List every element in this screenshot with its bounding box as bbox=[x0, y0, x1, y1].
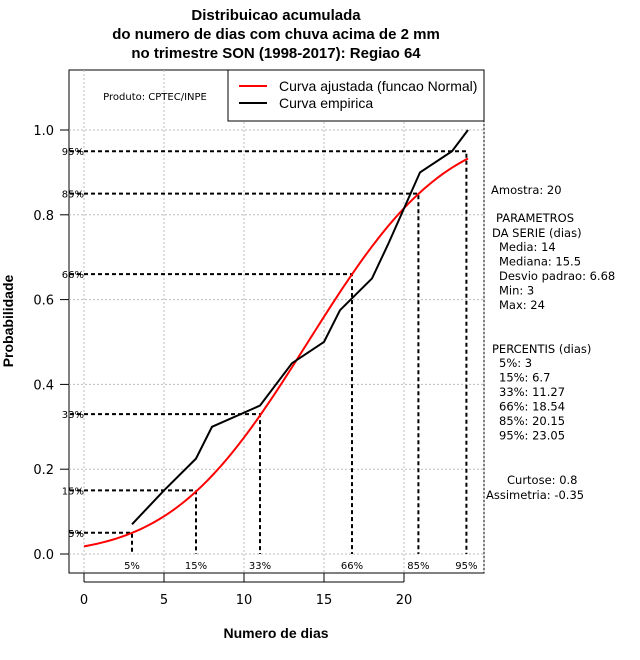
parameter-item: Media: 14 bbox=[499, 240, 556, 254]
skewness: Assimetria: -0.35 bbox=[486, 488, 584, 502]
x-tick-label: 5 bbox=[160, 593, 168, 608]
percentile-label-y: 85% bbox=[62, 190, 84, 201]
params-title-2: DA SERIE (dias) bbox=[492, 226, 582, 240]
x-tick-label: 15 bbox=[316, 593, 333, 608]
side-panel: Amostra: 20 PARAMETROS DA SERIE (dias) M… bbox=[486, 183, 615, 502]
y-axis-label: Probabilidade bbox=[0, 275, 16, 368]
empirical-curve bbox=[131, 129, 469, 526]
percentile-item: 95%: 23.05 bbox=[499, 429, 565, 443]
y-tick-label: 0.6 bbox=[33, 294, 54, 309]
percentiles-title: PERCENTIS (dias) bbox=[492, 342, 591, 356]
parameter-item: Min: 3 bbox=[499, 284, 534, 298]
chart-title-line: do numero de dias com chuva acima de 2 m… bbox=[112, 26, 440, 43]
legend-label-fitted: Curva ajustada (funcao Normal) bbox=[279, 78, 477, 94]
percentile-label-y: 66% bbox=[62, 270, 84, 281]
legend: Curva ajustada (funcao Normal) Curva emp… bbox=[227, 69, 485, 122]
percentile-label-y: 33% bbox=[62, 410, 84, 421]
percentile-item: 33%: 11.27 bbox=[499, 385, 565, 399]
percentile-label-y: 15% bbox=[62, 486, 84, 497]
percentile-label-x: 33% bbox=[249, 561, 271, 572]
percentile-item: 5%: 3 bbox=[499, 356, 532, 370]
percentile-item: 15%: 6.7 bbox=[499, 371, 550, 385]
parameter-item: Mediana: 15.5 bbox=[499, 255, 581, 269]
chart-title-line: no trimestre SON (1998-2017): Regiao 64 bbox=[131, 45, 421, 62]
x-tick-label: 0 bbox=[80, 593, 88, 608]
parameter-item: Desvio padrao: 6.68 bbox=[499, 269, 615, 283]
x-tick-label: 20 bbox=[396, 593, 413, 608]
y-tick-label: 0.4 bbox=[33, 378, 54, 393]
x-tick-label: 10 bbox=[236, 593, 253, 608]
percentile-label-x: 85% bbox=[407, 561, 429, 572]
y-tick-label: 1.0 bbox=[33, 124, 54, 139]
percentile-label-x: 66% bbox=[341, 561, 363, 572]
percentile-label-y: 95% bbox=[62, 147, 84, 158]
chart-title-line: Distribuicao acumulada bbox=[191, 7, 361, 24]
percentile-item: 66%: 18.54 bbox=[499, 400, 565, 414]
sample-size: Amostra: 20 bbox=[491, 183, 562, 197]
params-title-1: PARAMETROS bbox=[496, 211, 574, 225]
percentile-item: 85%: 20.15 bbox=[499, 414, 565, 428]
y-tick-label: 0.2 bbox=[33, 463, 54, 478]
percentile-label-x: 15% bbox=[185, 561, 207, 572]
fitted-normal-curve bbox=[83, 157, 469, 548]
percentile-line bbox=[70, 150, 468, 554]
product-label: Produto: CPTEC/INPE bbox=[103, 92, 207, 103]
x-axis-label: Numero de dias bbox=[223, 625, 328, 641]
percentile-line bbox=[70, 192, 420, 554]
parameter-item: Max: 24 bbox=[499, 298, 545, 312]
percentile-label-y: 5% bbox=[68, 529, 84, 540]
plot-box bbox=[68, 69, 485, 574]
percentile-label-x: 5% bbox=[124, 561, 140, 572]
y-tick-label: 0.0 bbox=[33, 548, 54, 563]
percentile-label-x: 95% bbox=[455, 561, 477, 572]
y-tick-label: 0.8 bbox=[33, 209, 54, 224]
legend-label-empirical: Curva empirica bbox=[279, 95, 373, 111]
kurtosis: Curtose: 0.8 bbox=[507, 473, 577, 487]
